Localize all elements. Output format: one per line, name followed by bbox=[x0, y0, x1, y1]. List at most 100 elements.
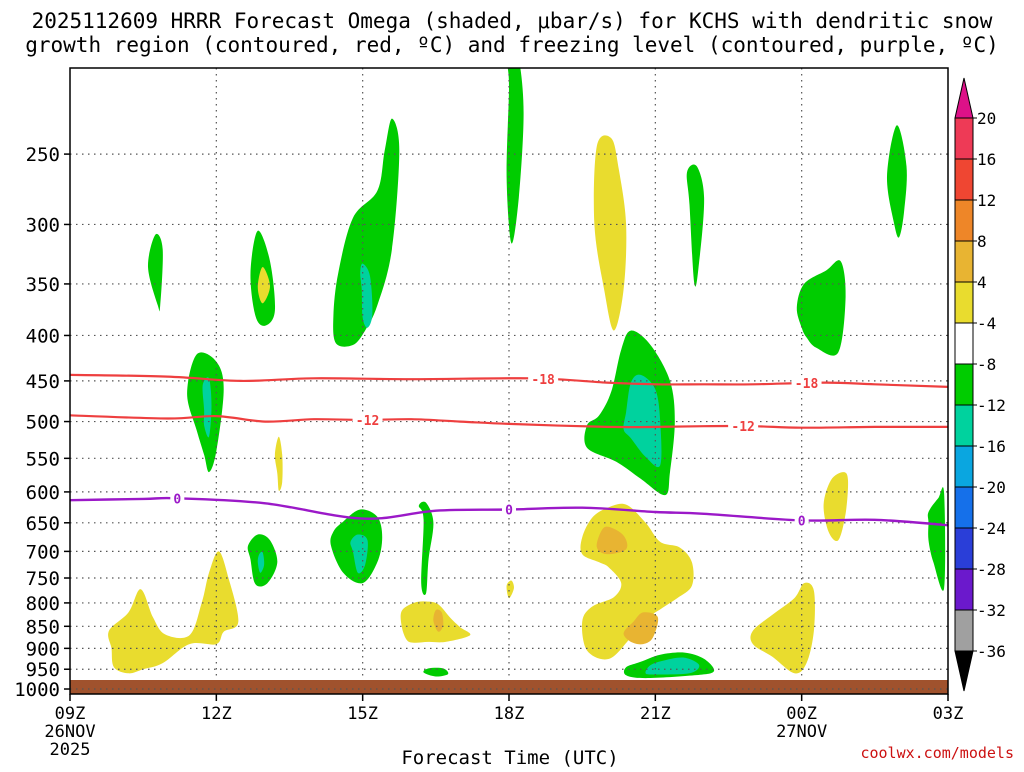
colorbar: 20 16 12 8 4 -4 -8 -12 -16 -20 -24 -28 -32 -36 bbox=[954, 77, 1006, 692]
omega-region-33 bbox=[433, 609, 444, 632]
omega-region-4 bbox=[333, 118, 400, 347]
colorbar-label-12: 12 bbox=[977, 191, 996, 210]
colorbar-box-0 bbox=[954, 117, 974, 160]
colorbar-label-16: 16 bbox=[977, 150, 996, 169]
omega-region-24 bbox=[593, 135, 627, 331]
x-axis-title: Forecast Time (UTC) bbox=[401, 747, 618, 768]
y-tick-label-600: 600 bbox=[26, 482, 60, 504]
surface-ground bbox=[70, 680, 948, 694]
colorbar-label--28: -28 bbox=[977, 560, 1006, 579]
y-tick-label-550: 550 bbox=[26, 448, 60, 470]
omega-region-32 bbox=[623, 612, 659, 645]
y-tick-label-900: 900 bbox=[26, 638, 60, 660]
colorbar-box-11 bbox=[954, 568, 974, 611]
omega-region-22 bbox=[257, 266, 270, 304]
omega-region-13 bbox=[257, 551, 265, 573]
y-tick-label-350: 350 bbox=[26, 274, 60, 296]
dgz-contour--12-2 bbox=[70, 414, 948, 429]
colorbar-label--32: -32 bbox=[977, 601, 1006, 620]
x-date-label-27NOV: 27NOV bbox=[776, 722, 827, 742]
omega-region-5 bbox=[360, 263, 373, 328]
dgz-label-2: -12 bbox=[356, 414, 379, 429]
freezing-label-bg-2 bbox=[794, 512, 809, 529]
colorbar-label--8: -8 bbox=[977, 355, 996, 374]
omega-region-29 bbox=[750, 582, 815, 674]
freezing-label-1: 0 bbox=[505, 504, 513, 519]
dgz-label-bg-0 bbox=[528, 370, 559, 387]
freezing-label-0: 0 bbox=[173, 492, 181, 507]
colorbar-box-1 bbox=[954, 158, 974, 201]
colorbar-label--36: -36 bbox=[977, 642, 1006, 661]
dgz-label-bg-1 bbox=[791, 375, 822, 392]
colorbar-label--24: -24 bbox=[977, 519, 1006, 538]
dgz-label-bg-2 bbox=[352, 411, 383, 428]
omega-region-7 bbox=[686, 164, 705, 287]
colorbar-label-4: 4 bbox=[977, 273, 987, 292]
x-tick-label-12Z: 12Z bbox=[201, 704, 232, 724]
x-tick-label-09Z: 09Z bbox=[55, 704, 86, 724]
x-year-label: 2025 bbox=[50, 740, 91, 760]
omega-region-25 bbox=[823, 472, 849, 542]
x-tick-label-18Z: 18Z bbox=[494, 704, 525, 724]
omega-region-15 bbox=[350, 534, 368, 574]
omega-region-16 bbox=[418, 501, 434, 596]
colorbar-label--4: -4 bbox=[977, 314, 996, 333]
omega-shaded-regions bbox=[108, 68, 946, 679]
colorbar-label-8: 8 bbox=[977, 232, 987, 251]
x-tick-label-00Z: 00Z bbox=[786, 704, 817, 724]
omega-region-8 bbox=[886, 125, 907, 238]
colorbar-box-5 bbox=[954, 322, 974, 365]
colorbar-label-20: 20 bbox=[977, 109, 996, 128]
y-axis: 2503003504004505005506006507007508008509… bbox=[14, 144, 70, 701]
omega-region-11 bbox=[623, 374, 662, 468]
dgz-label-1: -18 bbox=[795, 377, 819, 392]
credit-link[interactable]: coolwx.com/models bbox=[860, 744, 1014, 762]
freezing-label-bg-0 bbox=[170, 490, 185, 507]
colorbar-box-7 bbox=[954, 404, 974, 447]
colorbar-box-4 bbox=[954, 281, 974, 324]
y-tick-label-300: 300 bbox=[26, 214, 60, 236]
y-tick-label-450: 450 bbox=[26, 371, 60, 393]
grid-lines bbox=[70, 68, 948, 690]
dgz-label-bg-3 bbox=[728, 418, 759, 435]
y-tick-label-800: 800 bbox=[26, 593, 60, 615]
colorbar-box-9 bbox=[954, 486, 974, 529]
colorbar-box-6 bbox=[954, 363, 974, 406]
omega-region-2 bbox=[202, 377, 212, 438]
colorbar-box-10 bbox=[954, 527, 974, 570]
colorbar-box-grey bbox=[954, 609, 974, 652]
contour-lines: -18 -18 -12 -12 0 0 0 bbox=[70, 370, 948, 529]
y-tick-label-950: 950 bbox=[26, 659, 60, 681]
omega-region-30 bbox=[506, 580, 514, 599]
colorbar-box-2 bbox=[954, 199, 974, 242]
omega-region-19 bbox=[423, 667, 449, 677]
omega-region-23 bbox=[274, 436, 283, 491]
colorbar-box-8 bbox=[954, 445, 974, 488]
colorbar-label--20: -20 bbox=[977, 478, 1006, 497]
dgz-label-0: -18 bbox=[531, 373, 555, 388]
y-tick-label-850: 850 bbox=[26, 616, 60, 638]
dgz-label-3: -12 bbox=[731, 420, 754, 435]
colorbar-bottom-arrow bbox=[954, 650, 974, 692]
omega-region-9 bbox=[796, 260, 846, 356]
colorbar-label--16: -16 bbox=[977, 437, 1006, 456]
x-tick-label-21Z: 21Z bbox=[640, 704, 671, 724]
chart-title-line2: growth region (contoured, red, ºC) and f… bbox=[25, 33, 999, 57]
y-tick-label-250: 250 bbox=[26, 144, 60, 166]
omega-region-26 bbox=[108, 551, 239, 674]
y-tick-label-1000: 1000 bbox=[14, 679, 60, 701]
y-tick-label-400: 400 bbox=[26, 325, 60, 347]
omega-region-21 bbox=[645, 657, 700, 675]
colorbar-top-arrow bbox=[954, 77, 974, 119]
omega-region-6 bbox=[506, 68, 524, 244]
colorbar-box-3 bbox=[954, 240, 974, 283]
omega-region-31 bbox=[596, 526, 628, 555]
y-tick-label-500: 500 bbox=[26, 412, 60, 434]
omega-region-0 bbox=[147, 233, 163, 312]
x-date-label-26NOV: 26NOV bbox=[44, 722, 95, 742]
y-tick-label-750: 750 bbox=[26, 568, 60, 590]
x-tick-label-15Z: 15Z bbox=[347, 704, 378, 724]
colorbar-label--12: -12 bbox=[977, 396, 1006, 415]
